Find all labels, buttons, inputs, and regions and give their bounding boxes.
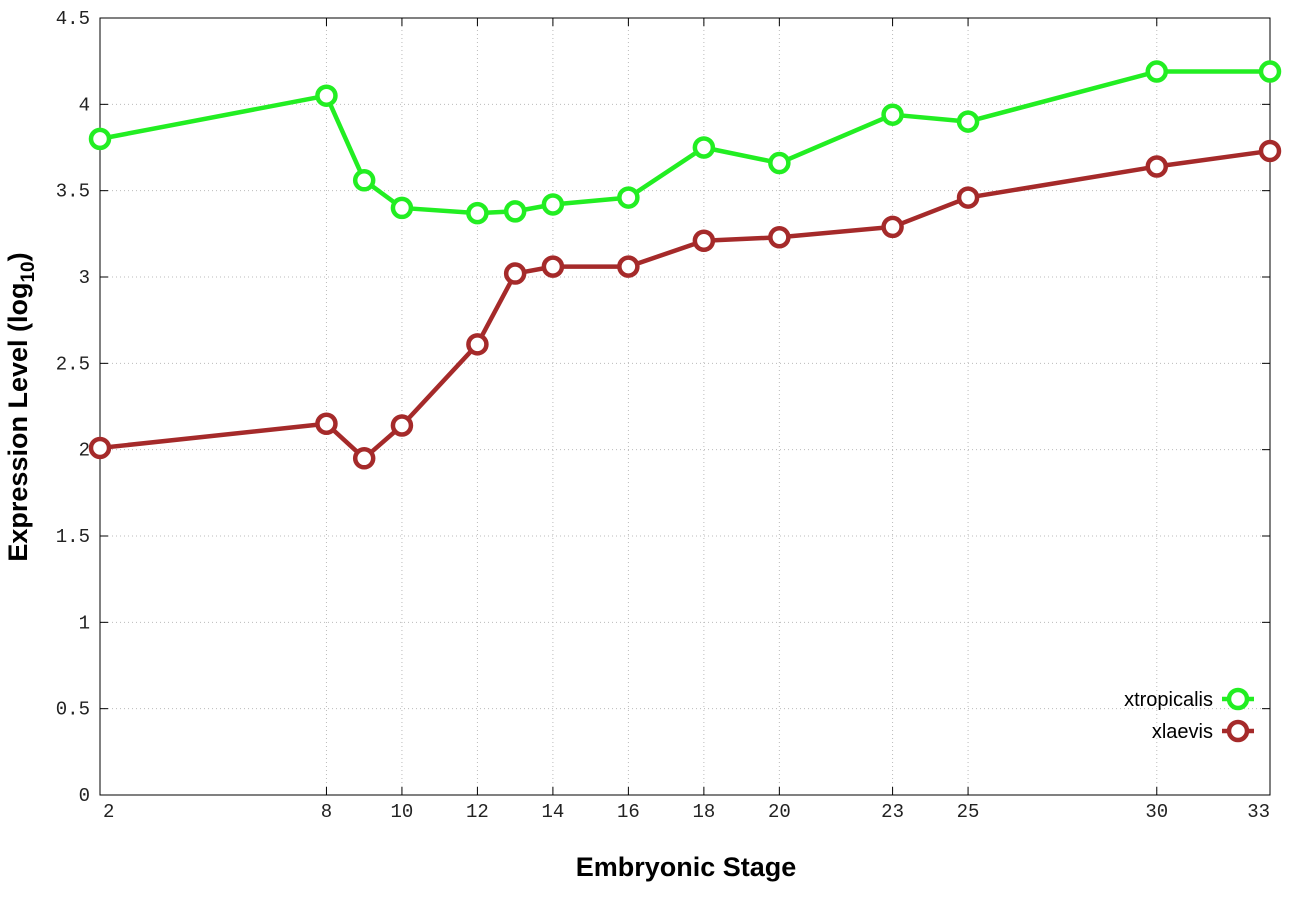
data-point-xtropicalis	[956, 110, 980, 133]
x-tick-label: 18	[692, 801, 715, 823]
data-point-xtropicalis	[768, 151, 791, 175]
legend-marker-xlaevis	[1226, 719, 1250, 743]
data-point-xtropicalis	[692, 136, 716, 159]
data-point-xlaevis	[352, 447, 376, 470]
legend: xtropicalis xlaevis	[1124, 687, 1254, 743]
y-tick-label: 1	[79, 612, 90, 634]
x-tick-label: 10	[391, 801, 414, 823]
data-point-xlaevis	[503, 262, 527, 285]
y-tick-label: 2	[79, 440, 90, 462]
plot-border	[99, 17, 1271, 796]
y-axis-label: Expression Level (log10)	[3, 252, 39, 561]
y-tick-label: 3.5	[56, 181, 90, 203]
series-xtropicalis	[88, 60, 1282, 225]
series	[88, 60, 1282, 470]
y-tick-label: 4.5	[56, 8, 90, 30]
data-point-xlaevis	[1145, 155, 1169, 178]
data-point-xlaevis	[881, 215, 904, 239]
data-point-xtropicalis	[881, 103, 904, 126]
series-xlaevis	[88, 139, 1282, 470]
data-point-xtropicalis	[503, 200, 527, 223]
y-tick-label: 1.5	[56, 526, 90, 548]
x-tick-label: 25	[957, 801, 980, 823]
data-point-xtropicalis	[1258, 60, 1282, 83]
x-tick-label: 30	[1145, 801, 1168, 823]
x-tick-label: 12	[466, 801, 489, 823]
x-tick-label: 14	[541, 801, 564, 823]
data-point-xlaevis	[1258, 139, 1282, 163]
ticks: 0 0.5 1 1.5 2 2.5 3 3.5 4 4.5 2 8 10 12 14 16 18 20 23 25 30…	[56, 8, 1271, 823]
data-point-xlaevis	[956, 186, 980, 209]
data-point-xtropicalis	[617, 186, 640, 209]
y-tick-label: 0.5	[56, 699, 90, 721]
y-tick-label: 0	[79, 785, 90, 807]
data-point-xlaevis	[541, 255, 565, 278]
x-tick-label: 8	[321, 801, 332, 823]
data-point-xtropicalis	[88, 127, 112, 151]
data-point-xtropicalis	[390, 196, 414, 220]
x-axis-label: Embryonic Stage	[576, 852, 797, 882]
data-point-xlaevis	[617, 255, 640, 278]
data-point-xlaevis	[768, 226, 791, 249]
data-point-xtropicalis	[315, 84, 338, 107]
x-tick-label: 2	[103, 801, 114, 823]
legend-marker-xtropicalis	[1226, 687, 1250, 711]
x-tick-label: 16	[617, 801, 640, 823]
y-tick-label: 2.5	[56, 353, 90, 375]
data-point-xlaevis	[88, 436, 112, 460]
data-point-xtropicalis	[1145, 60, 1169, 83]
legend-label-xtropicalis: xtropicalis	[1124, 689, 1213, 711]
x-tick-label: 23	[881, 801, 904, 823]
grid	[100, 18, 1270, 795]
legend-label-xlaevis: xlaevis	[1152, 721, 1213, 743]
data-point-xlaevis	[390, 414, 414, 437]
y-tick-label: 4	[79, 94, 90, 116]
x-tick-label: 20	[768, 801, 791, 823]
data-point-xtropicalis	[352, 169, 376, 192]
data-point-xtropicalis	[466, 201, 489, 225]
data-point-xlaevis	[315, 412, 338, 436]
data-point-xtropicalis	[541, 193, 565, 216]
x-tick-label: 33	[1247, 801, 1270, 823]
y-tick-label: 3	[79, 267, 90, 289]
data-point-xlaevis	[692, 229, 716, 252]
data-point-xlaevis	[466, 333, 489, 356]
series-line-xlaevis	[99, 148, 1271, 461]
series-line-xtropicalis	[99, 69, 1270, 216]
